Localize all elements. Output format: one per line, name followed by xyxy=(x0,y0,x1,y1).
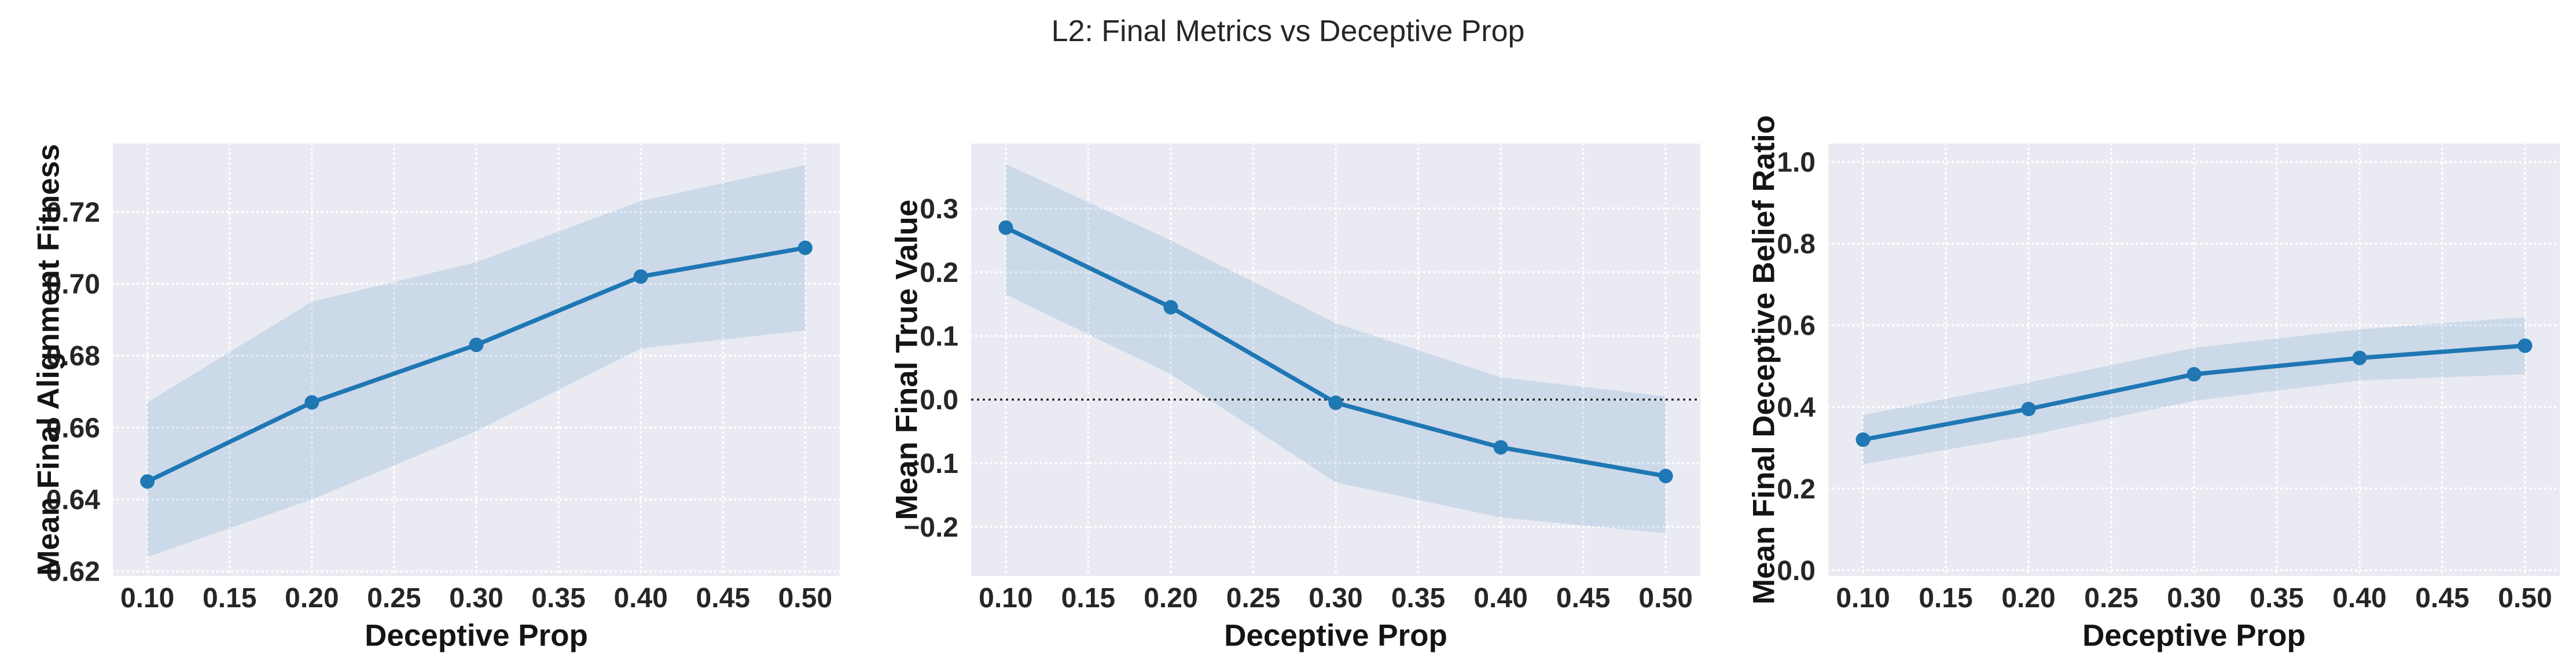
x-tick-label: 0.35 xyxy=(1391,583,1445,614)
data-point-marker xyxy=(140,474,155,489)
data-point-marker xyxy=(1328,395,1343,410)
x-tick-label: 0.45 xyxy=(2415,583,2469,614)
y-axis-label: Mean Final Deceptive Belief Ratio xyxy=(1747,115,1781,604)
y-tick-label: 0.0 xyxy=(1777,556,1816,586)
y-tick-label: 0.3 xyxy=(920,194,958,225)
data-point-marker xyxy=(2352,350,2367,365)
plot-background xyxy=(113,144,840,576)
x-tick-label: 0.15 xyxy=(203,583,256,614)
data-point-marker xyxy=(1163,300,1178,315)
x-axis-label: Deceptive Prop xyxy=(365,619,588,653)
subplot-3: 0.10 0.15 0.20 0.25 0.30 0.35 0.40 0.45 0.50 0.0 0… xyxy=(1747,115,2561,653)
figure-title: L2: Final Metrics vs Deceptive Prop xyxy=(1051,14,1525,48)
y-tick-label: 0.2 xyxy=(1777,474,1816,505)
y-tick-label: 0.64 xyxy=(46,485,101,516)
data-point-marker xyxy=(1493,440,1508,455)
plot-background xyxy=(971,144,1700,576)
x-tick-label: 0.30 xyxy=(2167,583,2221,614)
x-tick-label: 0.30 xyxy=(1309,583,1362,614)
x-tick-label: 0.20 xyxy=(1144,583,1197,614)
x-tick-label: 0.45 xyxy=(696,583,750,614)
x-tick-label: 0.30 xyxy=(449,583,503,614)
y-tick-label: −0.1 xyxy=(903,449,958,479)
y-tick-label: 0.70 xyxy=(46,269,100,300)
data-point-marker xyxy=(1855,432,1871,447)
y-tick-label: 0.68 xyxy=(46,341,100,372)
x-tick-label: 0.50 xyxy=(2498,583,2552,614)
subplot-1: 0.10 0.15 0.20 0.25 0.30 0.35 0.40 0.45 0.50 0.62… xyxy=(32,142,841,653)
data-point-marker xyxy=(304,395,319,410)
x-tick-label: 0.40 xyxy=(613,583,667,614)
y-tick-label: 1.0 xyxy=(1777,148,1816,178)
x-tick-label: 0.25 xyxy=(367,583,421,614)
x-tick-label: 0.20 xyxy=(285,583,339,614)
data-point-marker xyxy=(2518,338,2533,353)
x-tick-label: 0.35 xyxy=(2250,583,2303,614)
x-tick-label: 0.15 xyxy=(1061,583,1115,614)
y-tick-label: 0.6 xyxy=(1777,311,1816,342)
confidence-band xyxy=(147,165,806,557)
y-tick-label: 0.0 xyxy=(920,385,958,416)
x-axis-label: Deceptive Prop xyxy=(1224,619,1447,653)
x-tick-label: 0.35 xyxy=(531,583,585,614)
y-tick-label: 0.8 xyxy=(1777,229,1816,260)
x-tick-label: 0.50 xyxy=(778,583,832,614)
x-tick-label: 0.50 xyxy=(1638,583,1692,614)
x-tick-label: 0.25 xyxy=(1226,583,1280,614)
data-point-marker xyxy=(469,337,484,353)
x-tick-label: 0.40 xyxy=(2332,583,2386,614)
y-tick-label: 0.66 xyxy=(46,413,100,443)
y-tick-label: 0.4 xyxy=(1777,392,1816,423)
y-tick-label: 0.2 xyxy=(920,258,958,288)
y-axis-label: Mean Final True Value xyxy=(890,200,924,520)
data-point-marker xyxy=(998,220,1013,235)
y-tick-label: 0.62 xyxy=(46,557,100,588)
y-axis-label: Mean Final Alignment Fitness xyxy=(32,144,66,575)
x-tick-label: 0.20 xyxy=(2001,583,2055,614)
x-tick-label: 0.15 xyxy=(1919,583,1972,614)
data-point-marker xyxy=(633,269,648,284)
y-tick-label: −0.2 xyxy=(903,512,958,543)
x-tick-label: 0.45 xyxy=(1556,583,1610,614)
x-tick-label: 0.40 xyxy=(1473,583,1527,614)
x-axis-label: Deceptive Prop xyxy=(2082,619,2306,653)
x-tick-label: 0.10 xyxy=(120,583,174,614)
y-tick-label: 0.72 xyxy=(46,197,100,228)
x-tick-label: 0.10 xyxy=(979,583,1032,614)
data-point-marker xyxy=(1658,468,1673,483)
plot-background xyxy=(1828,144,2560,576)
x-tick-label: 0.25 xyxy=(2084,583,2138,614)
x-tick-label: 0.10 xyxy=(1836,583,1890,614)
subplot-2: 0.10 0.15 0.20 0.25 0.30 0.35 0.40 0.45 0.50 −0.2… xyxy=(890,142,1702,653)
data-point-marker xyxy=(798,240,813,255)
data-point-marker xyxy=(2021,401,2036,416)
y-tick-label: 0.1 xyxy=(920,321,958,352)
data-point-marker xyxy=(2187,367,2202,382)
